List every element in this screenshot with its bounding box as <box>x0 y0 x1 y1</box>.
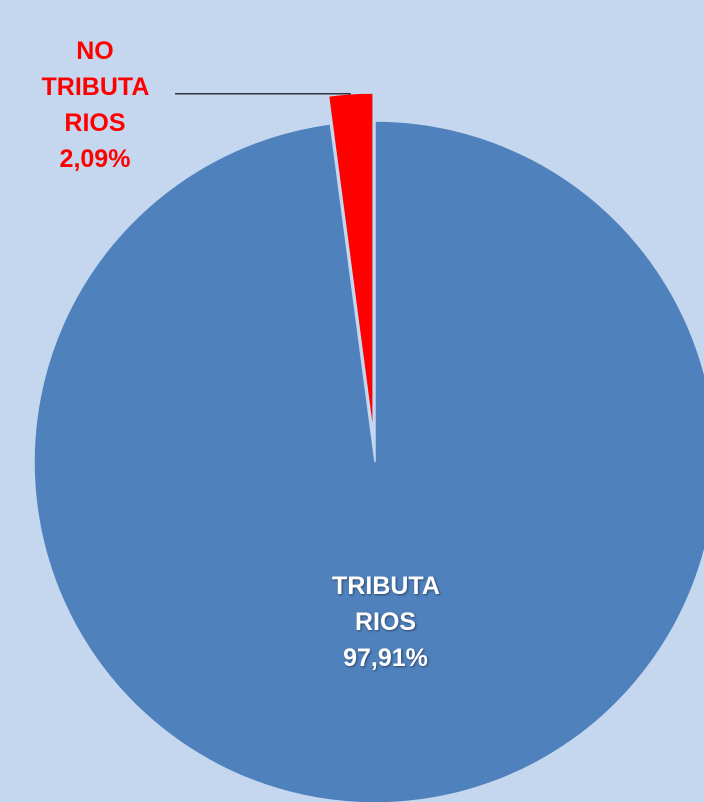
pie-slice <box>33 120 704 802</box>
category-label: TRIBUTA RIOS <box>332 571 440 636</box>
slice-label: NO TRIBUTA RIOS 2,09% <box>41 33 150 177</box>
pie-slice <box>327 92 374 435</box>
value-label: 2,09% <box>59 145 131 173</box>
value-label: 97,91% <box>343 643 428 672</box>
category-label: NO TRIBUTA RIOS <box>41 37 150 137</box>
slice-label: TRIBUTA RIOS 97,91% <box>332 568 440 676</box>
